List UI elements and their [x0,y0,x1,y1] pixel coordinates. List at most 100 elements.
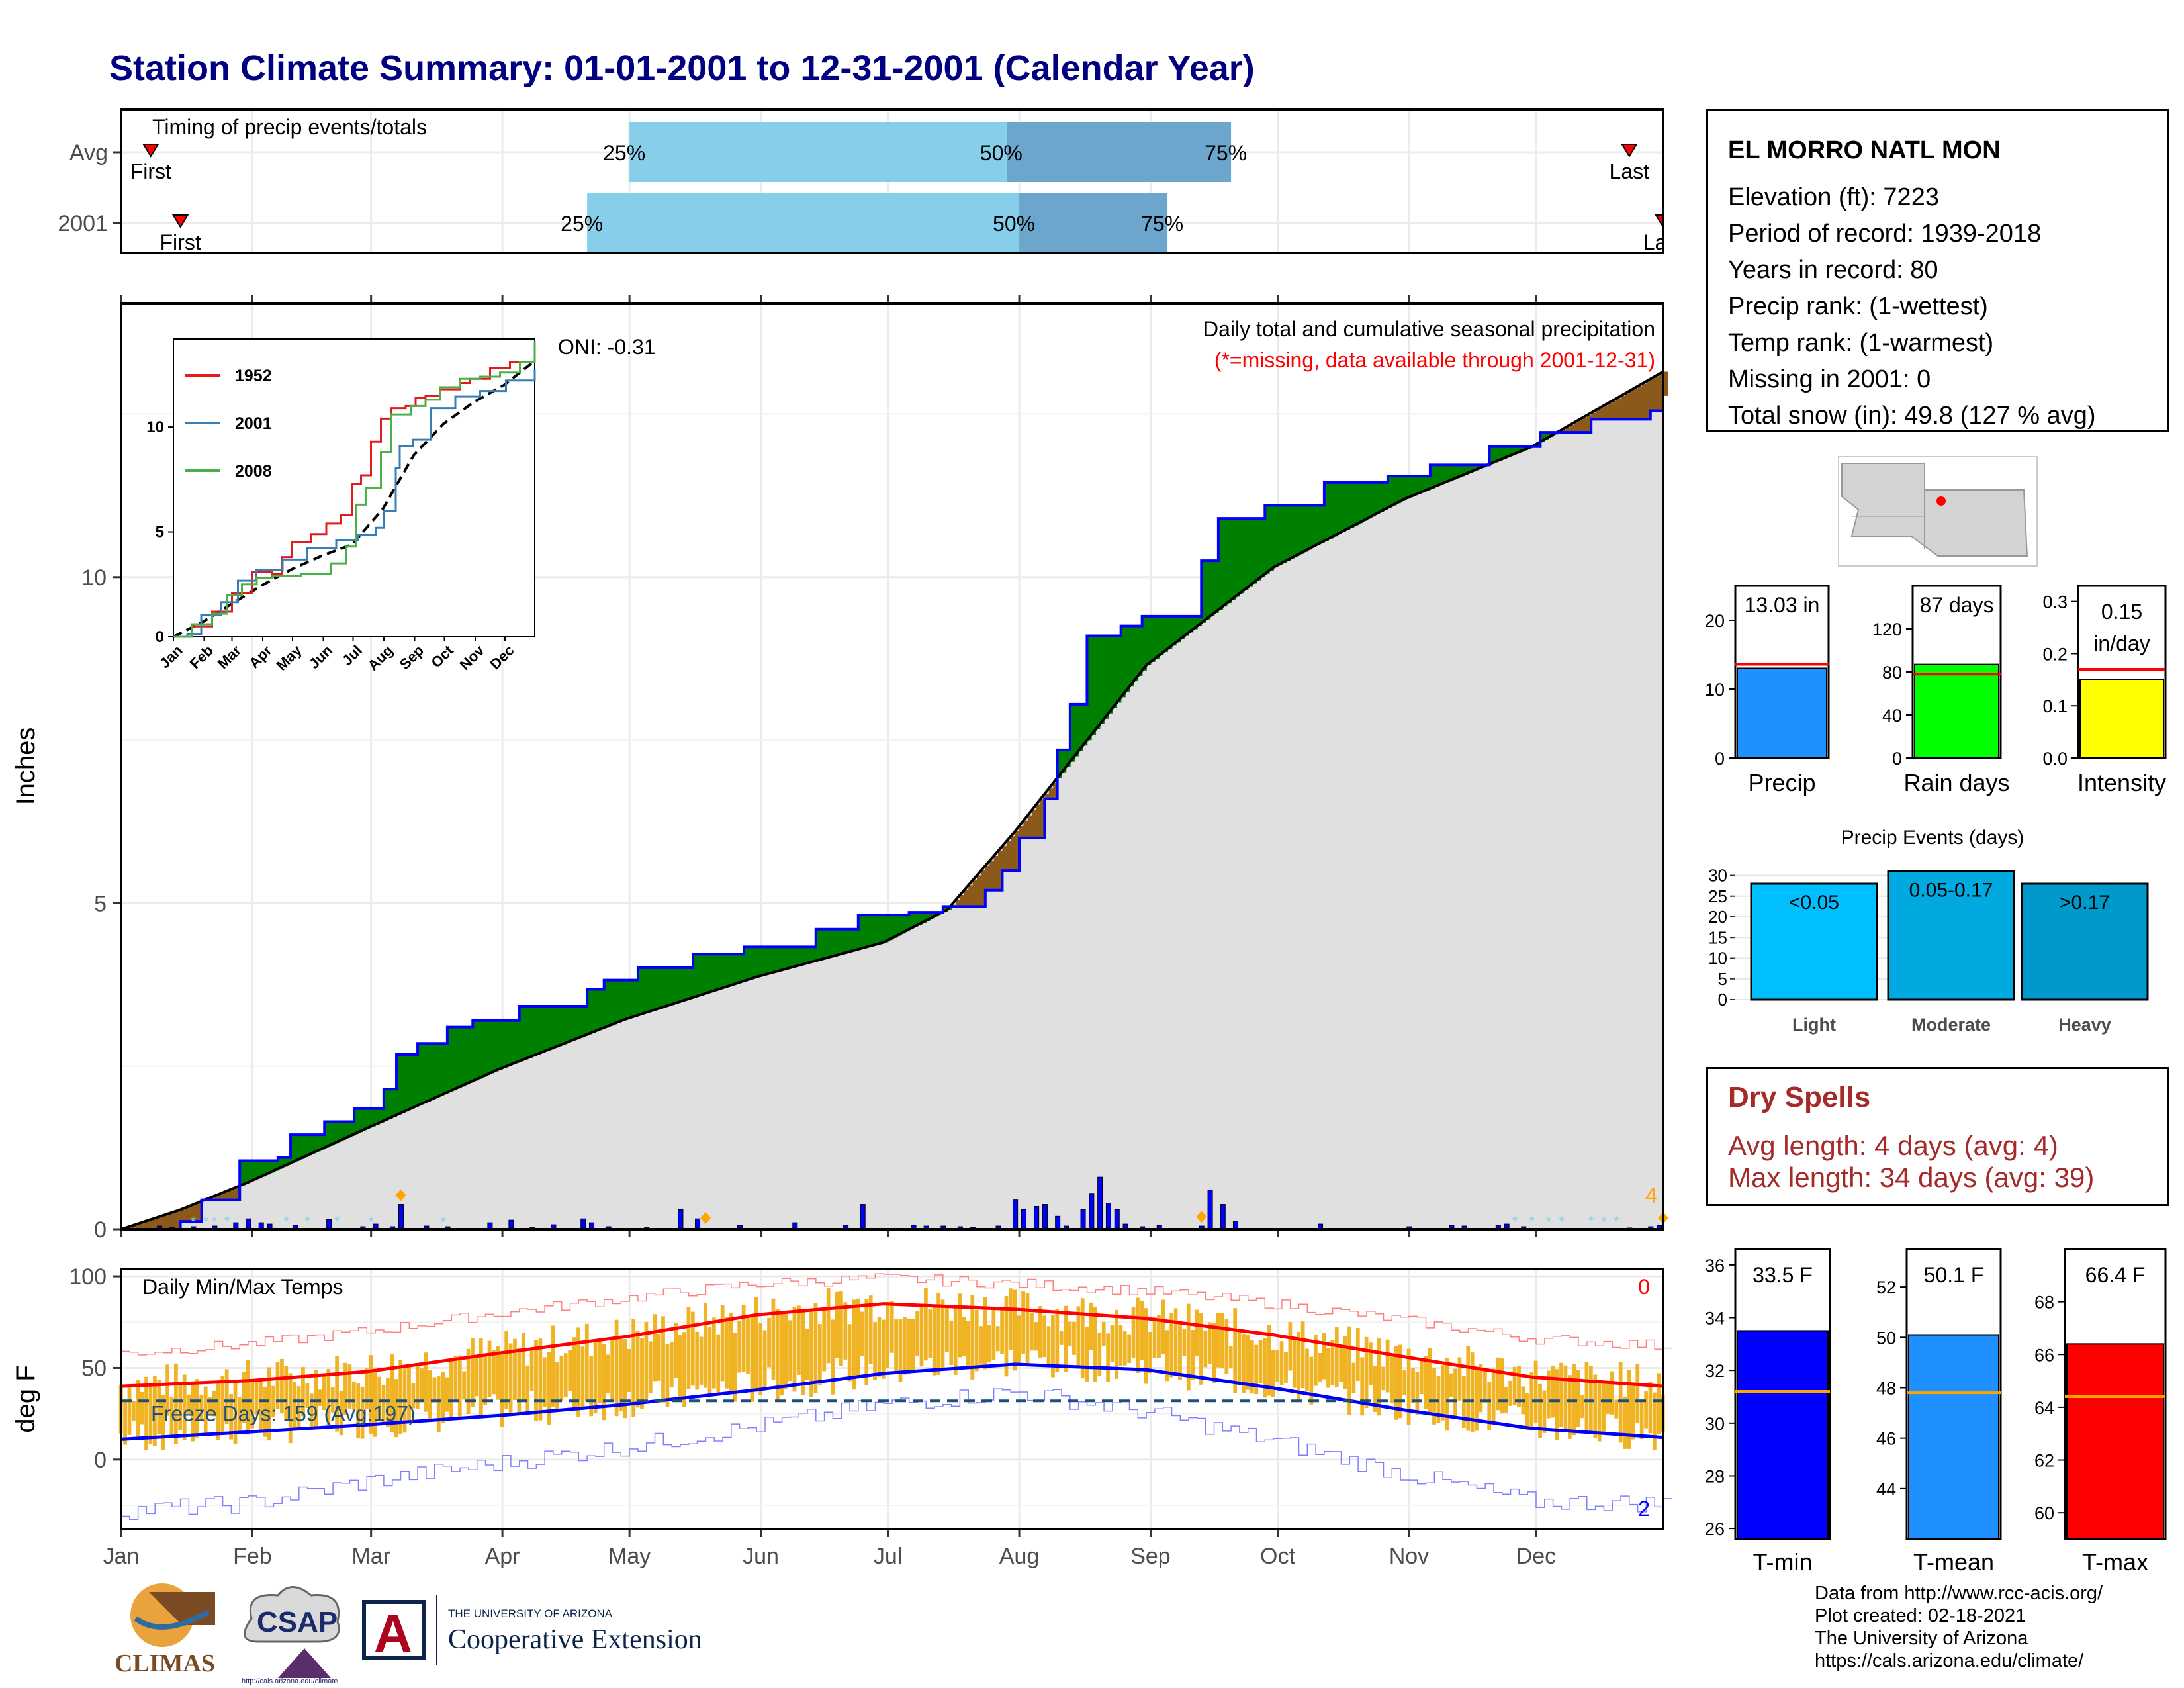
daily-temp-bar [1614,1399,1619,1419]
credit-url: https://cals.arizona.edu/climate/ [1815,1650,2084,1671]
daily-temp-bar [462,1371,467,1400]
above-avg-strip [371,1108,376,1127]
timing-row-label: 2001 [58,211,108,236]
inset-ytick-label: 10 [146,418,164,436]
daily-temp-bar [508,1343,513,1415]
above-avg-strip [701,954,707,995]
above-avg-strip [773,947,778,972]
daily-temp-bar [381,1384,386,1425]
daily-precip-bar [695,1218,701,1230]
daily-temp-bar [369,1355,373,1434]
above-avg-strip [1375,482,1380,514]
daily-temp-bar [894,1319,898,1375]
station-elevation: Elevation (ft): 7223 [1728,183,1939,211]
precip-ytick-label: 5 [94,891,107,916]
below-avg-strip [1591,412,1596,420]
above-avg-strip [312,1135,317,1154]
daily-temp-bar [974,1309,979,1372]
record-high-count: 0 [1638,1275,1650,1299]
above-avg-strip [1252,518,1257,584]
events-category-label: Light [1792,1015,1836,1035]
daily-precip-bar [292,1225,298,1230]
above-avg-strip [519,1006,524,1061]
above-avg-strip [642,967,647,1014]
inset-month-label: Jun [306,642,336,672]
daily-temp-bar [1250,1340,1254,1394]
above-avg-strip [900,915,906,934]
daily-temp-bar [1144,1308,1148,1384]
daily-temp-bar [1398,1344,1402,1419]
daily-temp-bar [1343,1336,1347,1389]
above-avg-strip [426,1043,432,1102]
total-panel-bg [2077,585,2167,759]
above-avg-strip [1248,518,1253,587]
above-avg-strip [879,915,884,944]
heavy-event-count: 4 [1645,1184,1657,1207]
daily-precip-bar [360,1226,366,1230]
daily-temp-bar [711,1317,716,1389]
total-value-label: 13.03 in [1745,593,1820,617]
first-event-marker [171,214,189,228]
daily-temp-bar [377,1376,382,1421]
daily-precip-bar [390,1226,396,1230]
daily-temp-bar [1657,1373,1661,1434]
daily-temp-bar [1390,1354,1394,1403]
above-avg-strip [328,1121,334,1146]
csap-logo: CSAP http://cals.arizona.edu/climate [242,1586,340,1685]
below-avg-strip [1040,799,1046,838]
above-avg-strip [1523,446,1528,451]
daily-temp-bar [411,1383,416,1409]
daily-precip-bar [373,1223,379,1230]
above-avg-strip [1125,626,1130,692]
daily-temp-bar [983,1297,987,1370]
above-avg-strip [409,1054,414,1109]
above-avg-strip [680,967,686,1002]
events-ytick-label: 20 [1708,907,1727,927]
above-avg-strip [1477,465,1482,469]
daily-precip-bar [1232,1221,1238,1230]
above-avg-strip [604,980,609,1028]
daily-temp-bar [1496,1357,1500,1411]
daily-temp-bar [657,1333,661,1381]
below-avg-strip [185,1207,190,1222]
daily-temp-bar [568,1349,572,1391]
inset-legend-label: 2001 [235,414,272,433]
snow-marker: * [440,1213,446,1230]
daily-temp-bar [1432,1368,1436,1425]
above-avg-strip [1451,465,1457,480]
daily-temp-bar [1000,1309,1004,1354]
above-avg-strip [1277,505,1283,565]
daily-precip-bar [1156,1225,1162,1230]
below-avg-strip [1535,444,1541,447]
daily-temp-bar [288,1373,293,1444]
below-avg-strip [951,904,956,907]
above-avg-strip [799,947,804,966]
above-avg-strip [418,1043,423,1105]
above-avg-strip [651,967,656,1011]
daily-temp-bar [1487,1382,1492,1430]
below-avg-strip [1659,374,1664,411]
daily-temp-bar [707,1327,712,1398]
daily-temp-bar [1305,1348,1309,1391]
daily-temp-bar [1004,1296,1009,1377]
above-avg-strip [1434,465,1439,487]
events-ytick-label: 0 [1718,990,1727,1009]
daily-temp-bar [216,1381,220,1440]
above-avg-strip [1544,432,1549,440]
above-avg-strip [1307,505,1312,550]
month-label: Dec [1516,1544,1556,1569]
daily-temp-bar [504,1331,509,1409]
events-bar-label: 0.05-0.17 [1909,879,1993,901]
daily-temp-bar [822,1309,827,1372]
daily-temp-bar [187,1394,191,1415]
below-avg-strip [1561,430,1567,433]
below-avg-strip [146,1221,152,1229]
above-avg-strip [794,947,799,967]
above-avg-strip [1180,616,1185,639]
above-avg-strip [629,980,635,1018]
daily-temp-bar [390,1354,394,1433]
above-avg-strip [1129,626,1134,687]
above-avg-strip [646,967,651,1013]
above-avg-strip [1514,446,1520,454]
daily-temp-bar [496,1346,500,1400]
